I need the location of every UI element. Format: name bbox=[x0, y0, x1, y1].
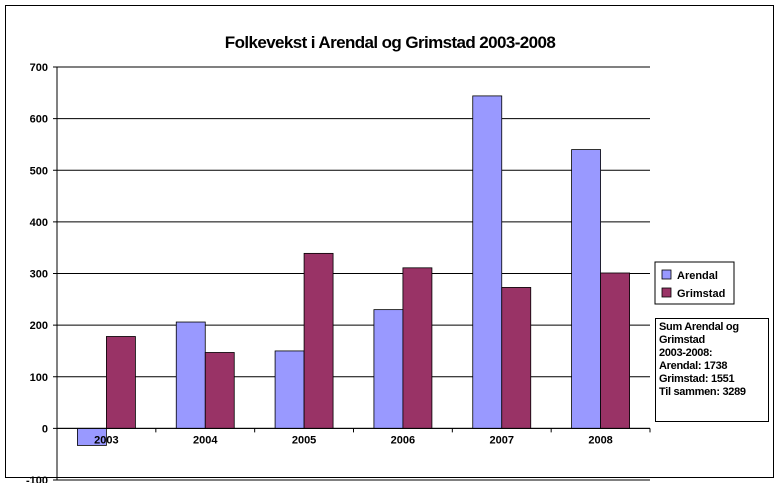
gridlines bbox=[57, 66, 650, 481]
bar-grimstad-2007 bbox=[501, 287, 532, 429]
note-line: 2003-2008: bbox=[659, 347, 713, 359]
y-tick-label: 100 bbox=[30, 372, 48, 384]
bar-arendal-2006 bbox=[373, 309, 404, 429]
x-tick-label: 2004 bbox=[193, 434, 218, 446]
y-tick-label: 500 bbox=[30, 165, 48, 177]
note-line: Sum Arendal og bbox=[659, 321, 739, 333]
x-tick-label: 2006 bbox=[391, 434, 415, 446]
y-tick-label: 400 bbox=[30, 217, 48, 229]
note-line: Grimstad bbox=[659, 334, 705, 346]
bar-grimstad-2003 bbox=[106, 336, 136, 429]
bar-arendal-2004 bbox=[175, 321, 206, 429]
bar-grimstad-2006 bbox=[402, 267, 433, 429]
summary-note: Sum Arendal og Grimstad 2003-2008: Arend… bbox=[655, 318, 769, 422]
y-tick-label: 300 bbox=[30, 269, 48, 281]
y-tick-label: 700 bbox=[30, 62, 48, 74]
bar-arendal-2005 bbox=[274, 350, 305, 429]
y-tick-label: 600 bbox=[30, 114, 48, 126]
axes: -100 0 100 200 300 400 500 600 700 2003 2004 2005 20… bbox=[26, 62, 651, 483]
note-line: Arendal: 1738 bbox=[659, 360, 728, 372]
legend-label-grimstad: Grimstad bbox=[677, 288, 725, 300]
y-tick-label: 200 bbox=[30, 320, 48, 332]
y-tick-label: -100 bbox=[26, 475, 48, 483]
bars bbox=[77, 95, 630, 446]
legend-swatch-grimstad bbox=[661, 287, 672, 298]
bar-grimstad-2008 bbox=[600, 272, 630, 429]
x-tick-label: 2008 bbox=[588, 434, 612, 446]
bar-arendal-2008 bbox=[571, 149, 601, 429]
legend: Arendal Grimstad bbox=[654, 261, 735, 305]
bar-grimstad-2005 bbox=[303, 252, 334, 429]
y-tick-label: 0 bbox=[42, 423, 48, 435]
note-line: Grimstad: 1551 bbox=[659, 373, 735, 385]
note-line: Til sammen: 3289 bbox=[659, 386, 746, 398]
bar-arendal-2007 bbox=[472, 95, 503, 429]
x-tick-label: 2007 bbox=[490, 434, 514, 446]
x-tick-label: 2003 bbox=[94, 434, 118, 446]
legend-label-arendal: Arendal bbox=[677, 270, 718, 282]
legend-swatch-arendal bbox=[661, 269, 672, 280]
bar-grimstad-2004 bbox=[204, 352, 235, 429]
chart-title: Folkevekst i Arendal og Grimstad 2003-20… bbox=[225, 33, 556, 52]
x-tick-label: 2005 bbox=[292, 434, 316, 446]
